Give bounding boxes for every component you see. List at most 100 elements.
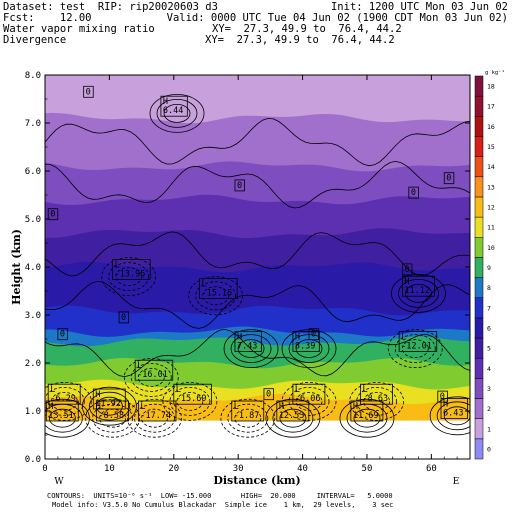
contour-label: H6.44 — [160, 95, 188, 117]
contour-line — [443, 406, 470, 426]
svg-text:L: L — [176, 385, 181, 395]
contour-line — [156, 99, 198, 128]
contour-line — [227, 403, 269, 433]
svg-text:-8.58: -8.58 — [99, 411, 125, 421]
y-tick-label: 8.0 — [25, 71, 41, 81]
contour-line — [85, 398, 141, 438]
y-tick-label: 0.0 — [25, 455, 41, 465]
svg-text:-13.95: -13.95 — [115, 269, 146, 279]
colorbar-cell — [474, 216, 484, 238]
contour-label: L-15.69 — [173, 383, 212, 405]
contour-line — [339, 398, 395, 438]
contour-line — [279, 408, 307, 428]
colorbar-label: 0 — [487, 445, 491, 453]
svg-text:11.12: 11.12 — [404, 286, 430, 296]
colorbar-label: 11 — [487, 224, 495, 232]
contour-label: L-13.95 — [112, 258, 151, 280]
contour-line — [130, 362, 172, 392]
contour-line — [123, 357, 179, 397]
svg-text:0: 0 — [404, 265, 409, 275]
colorbar-label: 7 — [487, 304, 491, 312]
y-tick-label: 5.0 — [25, 215, 41, 225]
contour-line — [223, 329, 279, 369]
svg-text:-17.74: -17.74 — [140, 411, 171, 421]
contour-line — [48, 408, 76, 428]
colorbar-cell — [474, 156, 484, 178]
contour-line — [230, 334, 272, 364]
svg-text:-15.15: -15.15 — [202, 289, 233, 299]
colorbar-cell — [474, 196, 484, 218]
contour-line — [436, 401, 470, 431]
colorbar-label: 14 — [487, 163, 495, 171]
svg-text:L: L — [363, 385, 368, 395]
contour-label: 0 — [118, 311, 130, 324]
svg-text:H: H — [48, 402, 53, 412]
svg-text:-16.01: -16.01 — [137, 370, 168, 380]
svg-text:-6.29: -6.29 — [50, 394, 76, 404]
contour-line — [237, 339, 265, 359]
x-tick-label: 20 — [168, 464, 179, 474]
y-tick-label: 3.0 — [25, 311, 41, 321]
svg-text:0: 0 — [86, 87, 91, 97]
x-tick-label: 60 — [426, 464, 437, 474]
colorbar-cell — [474, 418, 484, 440]
colorbar-label: 15 — [487, 143, 495, 151]
svg-text:12.53: 12.53 — [279, 411, 305, 421]
colorbar-cell — [474, 398, 484, 419]
contour-line — [92, 403, 134, 433]
svg-text:0: 0 — [446, 174, 451, 184]
contour-line — [137, 367, 165, 387]
svg-text:0: 0 — [311, 330, 316, 340]
colorbar-unit: g kg⁻¹ — [485, 69, 505, 76]
contour-line — [81, 386, 137, 426]
colorbar-label: 12 — [487, 204, 495, 212]
fcst-line: Fcst: 12.00 — [3, 12, 92, 24]
contour-line — [149, 94, 205, 133]
svg-text:L: L — [115, 260, 120, 270]
svg-text:L: L — [401, 332, 406, 342]
svg-text:L: L — [295, 385, 300, 395]
contour-line — [394, 334, 436, 364]
svg-text:L: L — [234, 402, 239, 412]
contour-line — [115, 267, 143, 287]
svg-text:7.43: 7.43 — [237, 341, 257, 351]
west-end-label: W — [54, 477, 64, 487]
colorbar-label: 9 — [487, 264, 491, 272]
contour-line — [45, 387, 85, 416]
colorbar-label: 4 — [487, 365, 491, 373]
contour-line — [88, 391, 130, 421]
contour-line — [234, 408, 262, 428]
contour-label: 0 — [408, 186, 419, 199]
svg-text:-1.87: -1.87 — [234, 411, 260, 421]
colorbar-label: 13 — [487, 183, 495, 191]
x-tick-label: 50 — [362, 464, 373, 474]
contour-label: 0 — [443, 172, 455, 185]
x-tick-label: 0 — [42, 464, 47, 474]
contour-line — [134, 403, 175, 433]
colorbar-label: 2 — [487, 405, 491, 413]
svg-text:L: L — [137, 361, 142, 371]
contour-line — [429, 396, 470, 436]
contour-line — [45, 117, 470, 167]
field2-xy: XY= 27.3, 49.9 to 76.4, 44.2 — [205, 34, 395, 46]
svg-text:L: L — [140, 402, 145, 412]
contour-label: H13.51 — [45, 400, 79, 422]
contour-line — [349, 381, 405, 421]
y-tick-label: 4.0 — [25, 263, 41, 273]
contour-label: H12.53 — [276, 400, 310, 422]
contour-line — [176, 391, 204, 411]
contour-label: 0 — [308, 328, 320, 341]
contour-label: H7.43 — [234, 330, 262, 352]
svg-text:L: L — [99, 402, 104, 412]
svg-text:0: 0 — [237, 181, 242, 191]
svg-text:13.51: 13.51 — [48, 411, 74, 421]
contour-line — [45, 231, 470, 277]
colorbar-cell — [474, 357, 484, 379]
contour-line — [127, 398, 182, 438]
model-info: Model info: V3.5.0 No Cumulus Blackadar … — [52, 501, 394, 509]
x-tick-label: 10 — [104, 464, 115, 474]
svg-text:6.44: 6.44 — [163, 106, 183, 116]
contour-line — [45, 280, 470, 329]
svg-text:-8.63: -8.63 — [363, 394, 389, 404]
